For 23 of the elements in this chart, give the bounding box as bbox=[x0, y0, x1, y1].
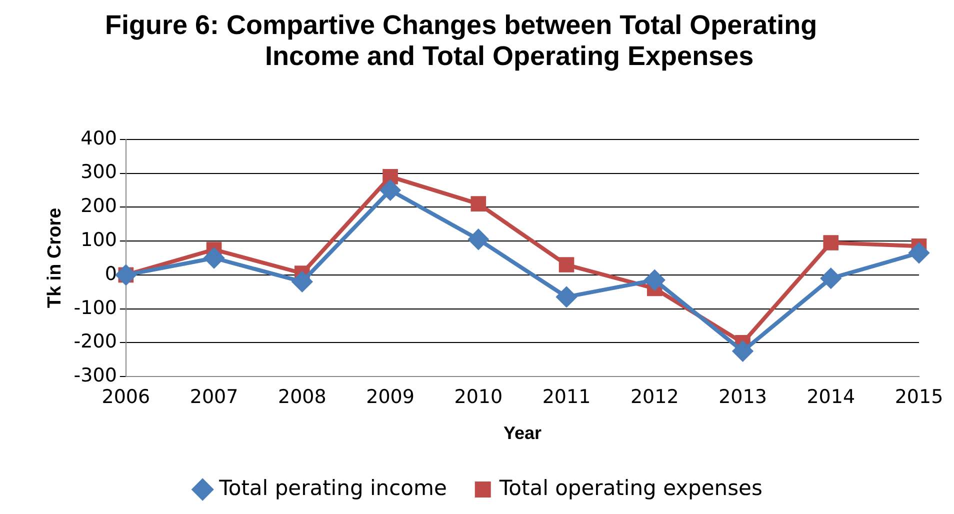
x-tick-label: 2014 bbox=[806, 386, 856, 408]
y-tick-label: -100 bbox=[74, 296, 117, 319]
y-tick-label: 200 bbox=[80, 195, 117, 218]
y-tick-label: 0 bbox=[104, 262, 117, 285]
x-axis-title: Year bbox=[503, 423, 542, 444]
y-axis-title: Tk in Crore bbox=[44, 208, 66, 308]
y-tick-label: 400 bbox=[80, 127, 117, 150]
y-tick-label: 300 bbox=[80, 161, 117, 184]
x-tick-label: 2015 bbox=[894, 386, 944, 408]
legend-label: Total operating expenses bbox=[498, 476, 762, 500]
x-tick-label: 2008 bbox=[278, 386, 326, 408]
legend-label: Total perating income bbox=[218, 476, 447, 500]
x-tick-label: 2010 bbox=[454, 386, 503, 408]
y-tick-label: -300 bbox=[74, 364, 117, 387]
x-tick-label: 2009 bbox=[366, 386, 414, 408]
x-tick-label: 2013 bbox=[718, 386, 767, 408]
x-tick-label: 2007 bbox=[190, 386, 238, 408]
y-tick-label: 100 bbox=[80, 228, 117, 251]
y-tick-label: -200 bbox=[74, 330, 117, 353]
x-tick-label: 2011 bbox=[542, 386, 591, 408]
x-tick-label: 2012 bbox=[630, 386, 679, 408]
chart-title: Figure 6: Compartive Changes between Total Operating Income and Total Operating Expenses bbox=[104, 9, 818, 73]
x-tick-label: 2006 bbox=[102, 386, 150, 408]
